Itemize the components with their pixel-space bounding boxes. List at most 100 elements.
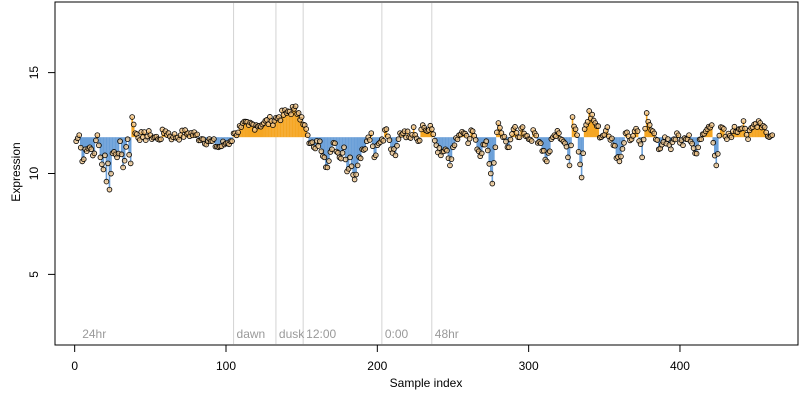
point-272 — [484, 147, 491, 154]
point-162 — [318, 148, 325, 155]
point-235 — [428, 126, 435, 132]
point-260 — [466, 135, 473, 142]
y-tick-label-0: 5 — [27, 271, 41, 278]
point-164 — [321, 154, 328, 161]
point-223 — [410, 124, 417, 130]
point-17 — [99, 161, 105, 168]
point-237 — [432, 137, 438, 144]
point-203 — [380, 137, 387, 144]
point-443 — [743, 131, 750, 138]
point-247 — [447, 162, 453, 169]
point-38 — [130, 121, 137, 128]
point-284 — [503, 138, 509, 145]
point-288 — [509, 131, 515, 137]
point-56 — [158, 136, 164, 143]
point-398 — [675, 132, 682, 139]
point-424 — [714, 151, 721, 157]
point-191 — [362, 146, 369, 152]
point-330 — [572, 126, 579, 133]
point-213 — [395, 136, 402, 142]
point-23 — [108, 170, 114, 177]
point-279 — [495, 120, 502, 126]
point-205 — [383, 126, 390, 132]
point-185 — [353, 171, 359, 178]
point-13 — [93, 137, 99, 144]
point-455 — [761, 124, 768, 130]
point-194 — [366, 137, 373, 143]
point-195 — [368, 130, 375, 136]
point-423 — [713, 162, 720, 169]
point-428 — [721, 126, 727, 132]
point-287 — [507, 136, 514, 143]
point-374 — [639, 154, 645, 161]
point-161 — [317, 138, 323, 145]
point-68 — [176, 137, 182, 143]
point-384 — [654, 137, 661, 143]
point-328 — [569, 114, 576, 120]
x-tick-label-4: 400 — [670, 359, 690, 373]
point-331 — [574, 132, 580, 138]
point-441 — [740, 118, 747, 124]
point-145 — [292, 103, 299, 110]
point-273 — [486, 161, 493, 167]
point-135 — [277, 117, 284, 124]
point-236 — [430, 131, 437, 138]
point-178 — [342, 156, 349, 163]
point-262 — [469, 128, 476, 134]
point-334 — [578, 174, 585, 181]
point-304 — [533, 132, 540, 139]
point-212 — [394, 142, 400, 149]
point-327 — [568, 142, 574, 149]
point-339 — [586, 108, 592, 114]
point-245 — [444, 147, 450, 154]
point-420 — [708, 122, 715, 128]
point-22 — [106, 186, 113, 193]
point-32 — [121, 157, 128, 164]
point-411 — [695, 144, 701, 151]
point-264 — [472, 137, 479, 143]
y-axis: 5 10 15 — [27, 66, 55, 278]
point-20 — [103, 178, 110, 185]
point-307 — [537, 140, 544, 147]
point-382 — [651, 130, 658, 137]
point-332 — [575, 149, 582, 155]
point-240 — [436, 145, 443, 151]
point-433 — [728, 134, 735, 141]
point-167 — [326, 158, 332, 164]
x-axis-label: Sample index — [390, 376, 463, 390]
point-401 — [680, 142, 686, 149]
point-351 — [604, 124, 611, 130]
point-430 — [724, 136, 730, 143]
y-tick-label-2: 15 — [27, 66, 41, 80]
point-160 — [315, 143, 322, 149]
point-198 — [373, 152, 379, 159]
x-axis: 0 100 200 300 400 — [71, 344, 690, 373]
point-250 — [451, 142, 458, 149]
point-460 — [769, 132, 776, 138]
guide-label-2: dusk — [279, 327, 305, 341]
point-103 — [229, 138, 235, 144]
point-362 — [621, 140, 627, 146]
point-325 — [565, 154, 571, 161]
point-313 — [547, 148, 553, 155]
point-371 — [634, 128, 641, 134]
point-435 — [731, 123, 738, 130]
point-36 — [127, 160, 134, 167]
point-309 — [540, 147, 547, 154]
point-227 — [416, 137, 423, 144]
point-396 — [672, 136, 679, 143]
point-14 — [94, 132, 101, 138]
x-tick-label-3: 300 — [519, 359, 539, 373]
point-15 — [96, 142, 102, 149]
point-173 — [335, 149, 341, 156]
point-91 — [211, 136, 217, 142]
point-118 — [251, 127, 258, 133]
point-10 — [88, 146, 95, 153]
point-188 — [357, 155, 364, 162]
point-278 — [494, 129, 500, 136]
point-335 — [580, 150, 586, 157]
point-442 — [742, 125, 748, 132]
point-377 — [643, 110, 650, 116]
point-361 — [619, 146, 626, 152]
